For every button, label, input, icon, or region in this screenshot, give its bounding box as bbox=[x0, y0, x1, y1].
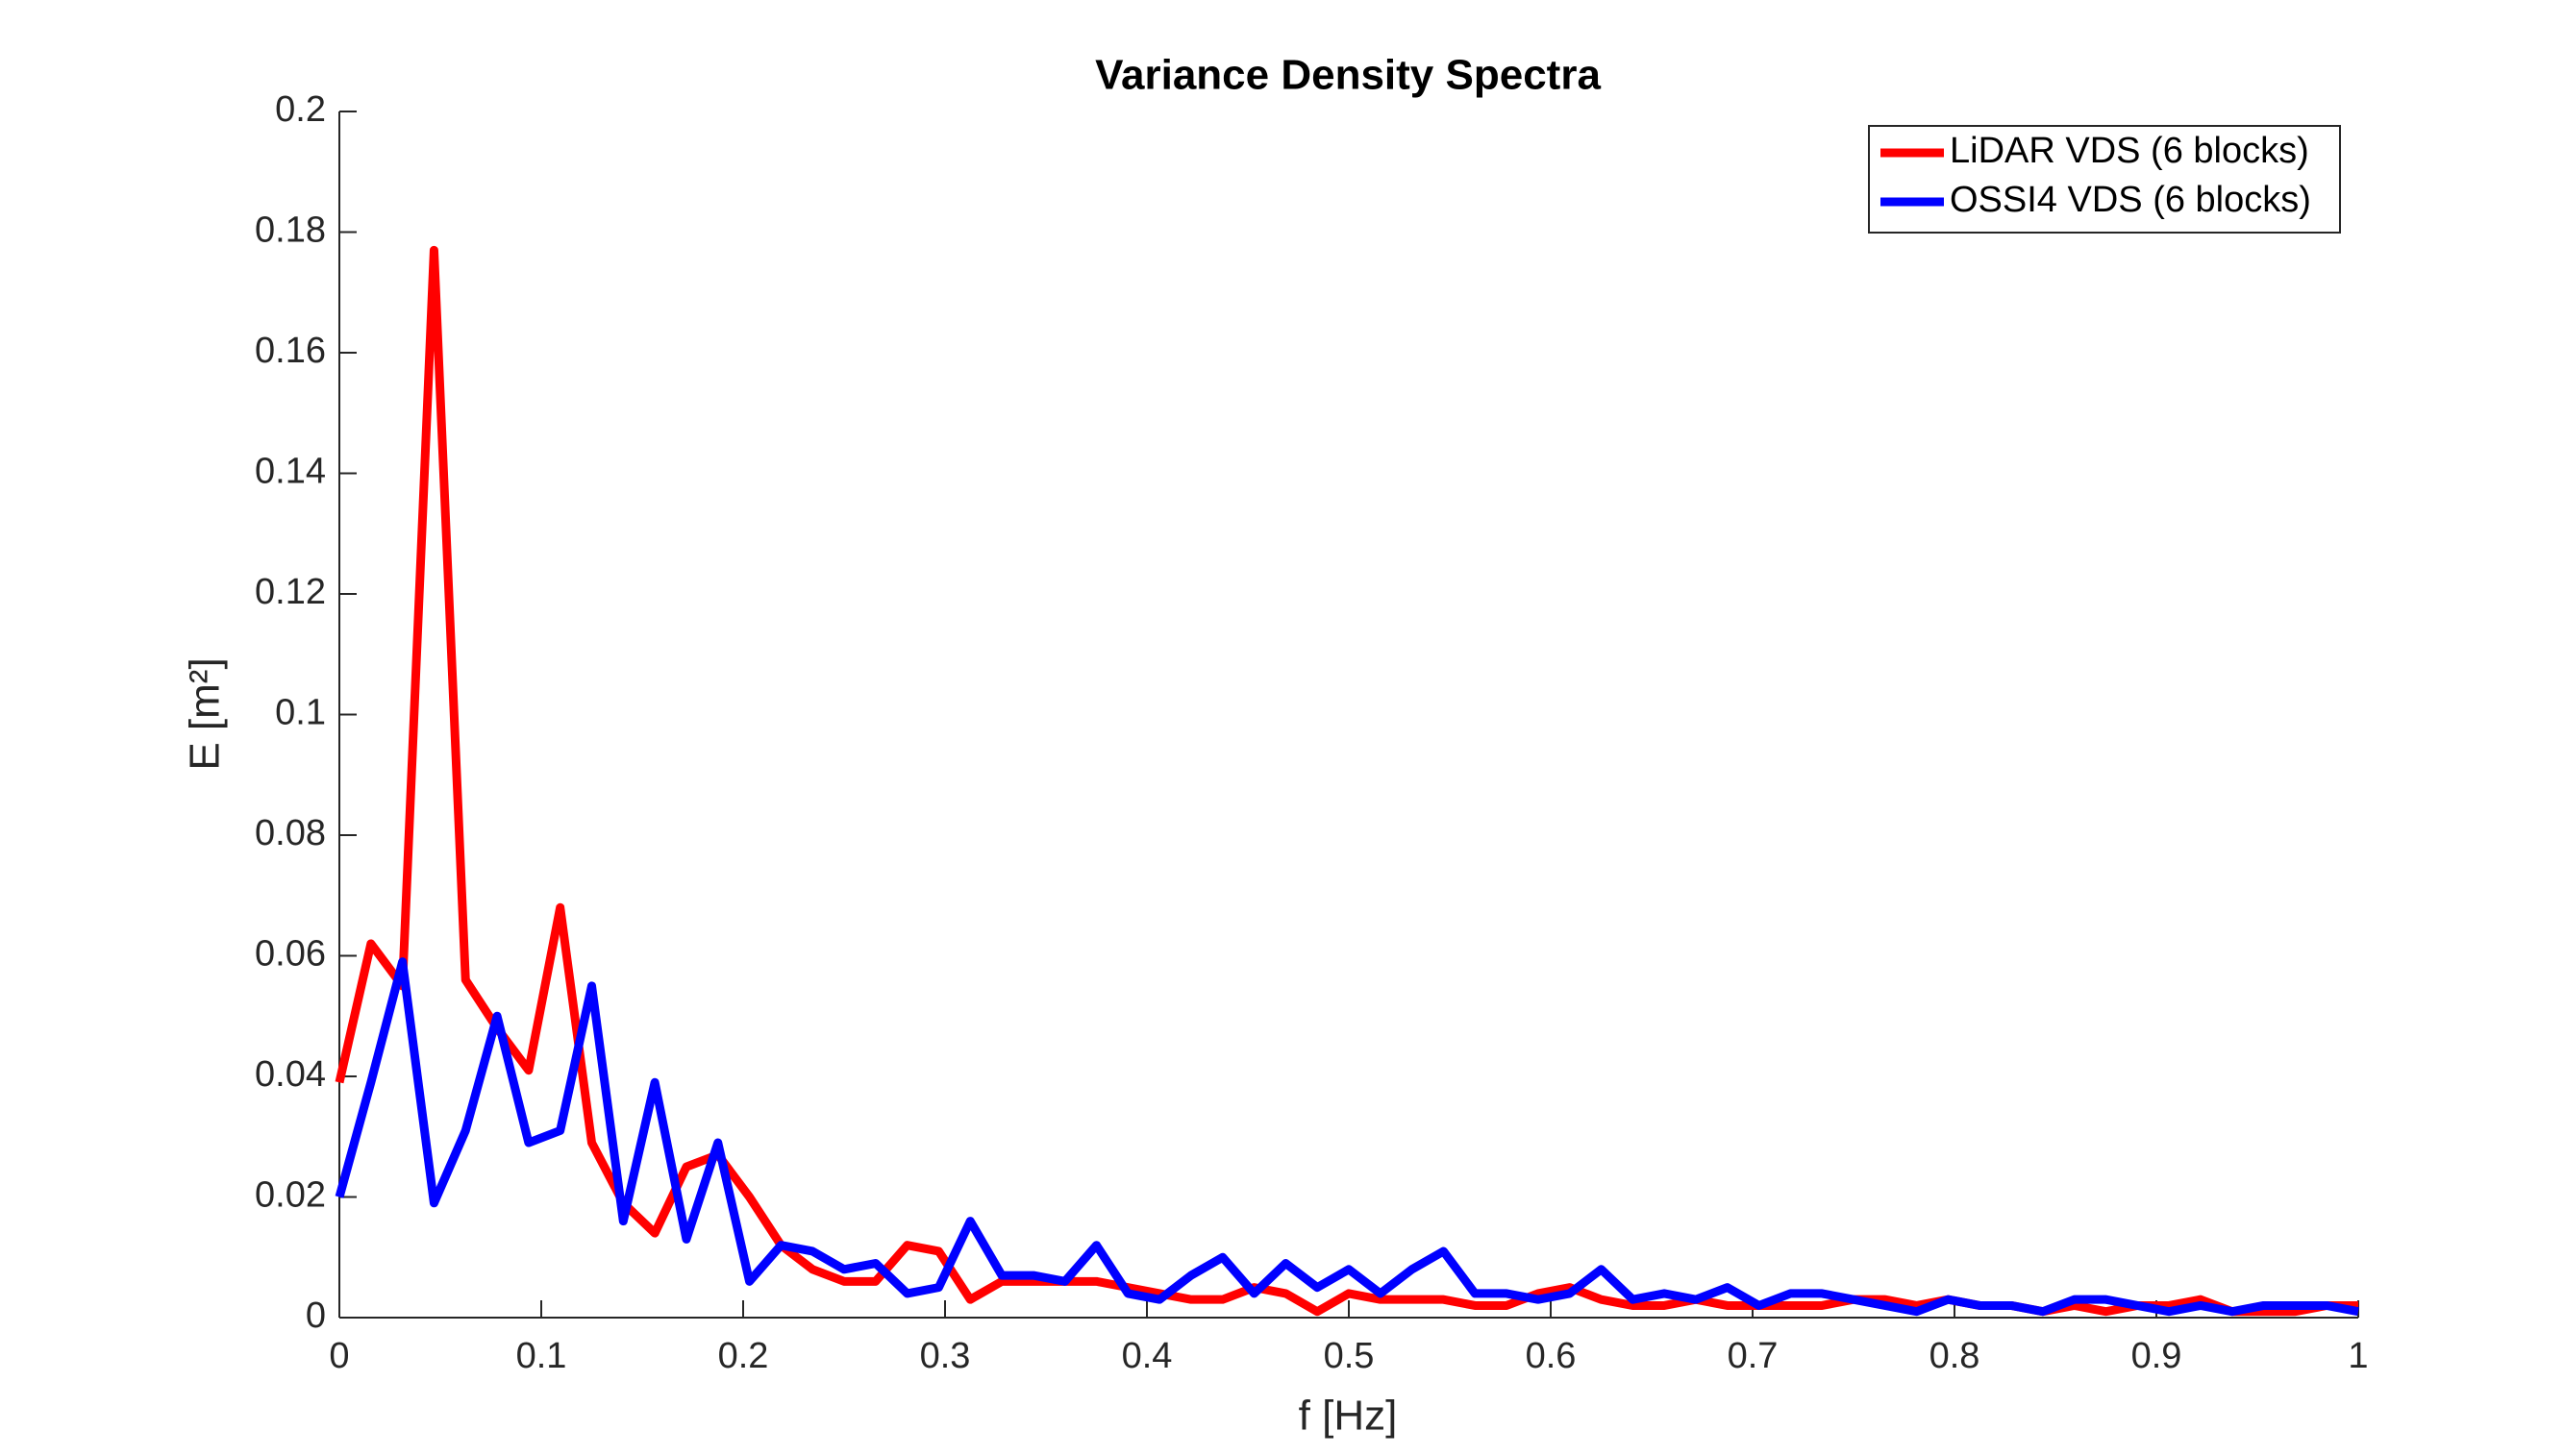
x-tick-label: 0 bbox=[329, 1336, 349, 1376]
x-tick-label: 0.5 bbox=[1324, 1336, 1375, 1376]
x-tick-label: 0.1 bbox=[516, 1336, 567, 1376]
x-tick-label: 0.9 bbox=[2131, 1336, 2182, 1376]
legend-label: OSSI4 VDS (6 blocks) bbox=[1950, 180, 2311, 220]
y-tick-label: 0.18 bbox=[255, 210, 326, 251]
x-tick-label: 1 bbox=[2348, 1336, 2368, 1376]
y-tick-label: 0.02 bbox=[255, 1175, 326, 1216]
series-line bbox=[335, 957, 2359, 1317]
y-tick-label: 0.14 bbox=[255, 452, 326, 492]
legend-label: LiDAR VDS (6 blocks) bbox=[1950, 131, 2309, 171]
x-tick-label: 0.4 bbox=[1122, 1336, 1173, 1376]
y-tick-label: 0.16 bbox=[255, 331, 326, 371]
y-tick-label: 0.12 bbox=[255, 572, 326, 612]
x-tick-label: 0.8 bbox=[1929, 1336, 1980, 1376]
chart-title: Variance Density Spectra bbox=[1095, 52, 1601, 99]
y-axis-label: E [m²] bbox=[182, 657, 229, 770]
x-tick-label: 0.2 bbox=[718, 1336, 769, 1376]
x-axis-label: f [Hz] bbox=[1299, 1393, 1398, 1440]
y-tick-label: 0.04 bbox=[255, 1054, 326, 1095]
y-tick-label: 0.2 bbox=[275, 89, 326, 130]
y-tick-label: 0.08 bbox=[255, 813, 326, 853]
x-tick-label: 0.7 bbox=[1728, 1336, 1779, 1376]
legend-box bbox=[1868, 125, 2341, 234]
y-tick-label: 0 bbox=[306, 1296, 326, 1336]
x-tick-label: 0.6 bbox=[1526, 1336, 1577, 1376]
y-tick-label: 0.06 bbox=[255, 934, 326, 975]
x-tick-label: 0.3 bbox=[920, 1336, 971, 1376]
y-tick-label: 0.1 bbox=[275, 693, 326, 733]
